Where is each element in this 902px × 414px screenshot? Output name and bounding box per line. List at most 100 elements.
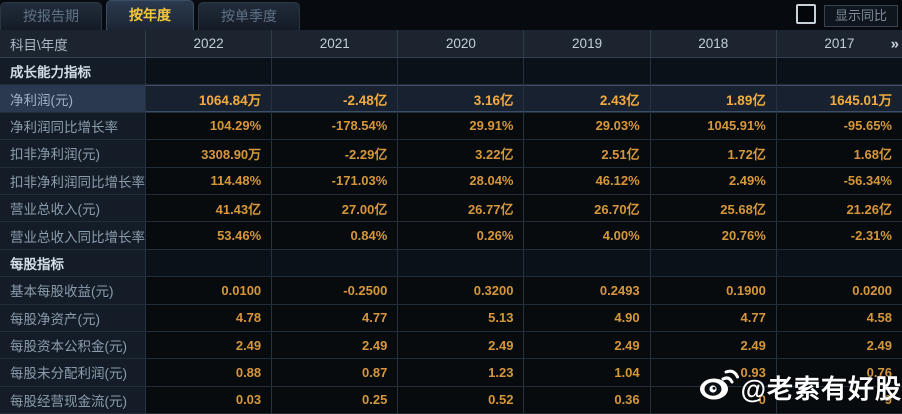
table-row: 净利润同比增长率 104.29% -178.54% 29.91% 29.03% 1045… bbox=[0, 112, 902, 141]
table-row: 每股经营现金流(元) 0.03 0.25 0.52 0.36 0 9 bbox=[0, 386, 902, 414]
tab-by-year[interactable]: 按年度 bbox=[106, 0, 194, 30]
table-cell: 2.49 bbox=[397, 331, 524, 359]
tab-bar: 按报告期 按年度 按单季度 显示同比 bbox=[0, 0, 902, 30]
table-cell: 4.90 bbox=[523, 304, 650, 331]
table-cell: -171.03% bbox=[271, 167, 398, 194]
financial-table: 科目\年度 2022 2021 2020 2019 2018 2017 » 成长… bbox=[0, 30, 902, 414]
table-cell: 1064.84万 bbox=[145, 85, 272, 112]
table-cell: 0.87 bbox=[271, 359, 398, 386]
table-row: 每股资本公积金(元) 2.49 2.49 2.49 2.49 2.49 2.49 bbox=[0, 331, 902, 360]
table-cell: 9 bbox=[775, 386, 902, 414]
column-header-2021[interactable]: 2021 bbox=[271, 30, 397, 57]
table-cell: 1.68亿 bbox=[775, 140, 902, 167]
row-label: 每股经营现金流(元) bbox=[0, 386, 145, 414]
row-label: 基本每股收益(元) bbox=[0, 277, 145, 304]
table-cell: 29.03% bbox=[523, 112, 650, 140]
table-cell: 0.0200 bbox=[775, 277, 902, 304]
table-cell: 0.25 bbox=[271, 386, 398, 414]
column-header-2022[interactable]: 2022 bbox=[145, 30, 271, 57]
table-cell bbox=[271, 58, 398, 85]
tab-by-single-quarter[interactable]: 按单季度 bbox=[198, 2, 300, 30]
table-cell: -2.31% bbox=[775, 222, 902, 249]
row-label: 净利润同比增长率 bbox=[0, 112, 145, 140]
table-row: 每股未分配利润(元) 0.88 0.87 1.23 1.04 0.93 0.76 bbox=[0, 359, 902, 387]
corner-label: 科目\年度 bbox=[10, 37, 68, 53]
table-cell: 2.51亿 bbox=[523, 140, 650, 167]
row-label: 每股指标 bbox=[0, 249, 145, 277]
table-cell: 2.49 bbox=[271, 331, 398, 359]
table-cell: 0.93 bbox=[649, 359, 776, 386]
table-cell: 0.2493 bbox=[523, 277, 650, 304]
row-label: 营业总收入(元) bbox=[0, 194, 145, 222]
table-cell: 2.49 bbox=[523, 331, 650, 359]
row-label: 每股资本公积金(元) bbox=[0, 331, 145, 359]
table-cell: 2.43亿 bbox=[523, 85, 650, 112]
table-cell: 0 bbox=[649, 386, 776, 414]
table-cell: 4.58 bbox=[775, 304, 902, 331]
table-cell: -95.65% bbox=[775, 112, 902, 140]
table-cell: 104.29% bbox=[145, 112, 272, 140]
table-cell: -2.29亿 bbox=[271, 140, 398, 167]
table-cell: 28.04% bbox=[397, 167, 524, 194]
table-cell bbox=[775, 58, 902, 85]
table-cell: 25.68亿 bbox=[649, 194, 776, 222]
table-cell: 20.76% bbox=[649, 222, 776, 249]
table-cell: 1.23 bbox=[397, 359, 524, 386]
table-cell bbox=[145, 249, 272, 277]
table-cell bbox=[649, 58, 776, 85]
table-cell: -56.34% bbox=[775, 167, 902, 194]
table-cell bbox=[523, 249, 650, 277]
table-cell: 0.26% bbox=[397, 222, 524, 249]
column-header-2018[interactable]: 2018 bbox=[649, 30, 776, 57]
table-cell: 46.12% bbox=[523, 167, 650, 194]
row-label: 营业总收入同比增长率 bbox=[0, 222, 145, 249]
table-cell: 1.72亿 bbox=[649, 140, 776, 167]
table-cell: 3.16亿 bbox=[397, 85, 524, 112]
table-row: 扣非净利润同比增长率 114.48% -171.03% 28.04% 46.12% 2.… bbox=[0, 167, 902, 195]
table-row: 成长能力指标 bbox=[0, 58, 902, 86]
table-cell: 41.43亿 bbox=[145, 194, 272, 222]
tab-by-report-period[interactable]: 按报告期 bbox=[0, 2, 102, 30]
table-cell bbox=[523, 58, 650, 85]
table-row: 扣非净利润(元) 3308.90万 -2.29亿 3.22亿 2.51亿 1.72亿 1.… bbox=[0, 140, 902, 168]
table-cell: 1.04 bbox=[523, 359, 650, 386]
row-label: 成长能力指标 bbox=[0, 58, 145, 85]
table-cell: 114.48% bbox=[145, 167, 272, 194]
table-cell: 0.52 bbox=[397, 386, 524, 414]
table-cell bbox=[397, 249, 524, 277]
show-yoy-checkbox[interactable] bbox=[795, 4, 816, 24]
table-cell: 0.3200 bbox=[397, 277, 524, 304]
table-cell: 0.03 bbox=[145, 386, 272, 414]
row-label: 每股未分配利润(元) bbox=[0, 359, 145, 386]
table-cell: 2.49 bbox=[649, 331, 776, 359]
row-label: 净利润(元) bbox=[0, 85, 145, 112]
column-header-2019[interactable]: 2019 bbox=[523, 30, 649, 57]
table-cell: 1045.91% bbox=[649, 112, 776, 140]
more-columns-icon[interactable]: » bbox=[890, 35, 899, 52]
table-cell: 5.13 bbox=[397, 304, 524, 331]
table-header-row: 科目\年度 2022 2021 2020 2019 2018 2017 » bbox=[0, 30, 902, 58]
table-cell: 26.77亿 bbox=[397, 194, 524, 222]
table-cell bbox=[775, 249, 902, 277]
table-row: 净利润(元) 1064.84万 -2.48亿 3.16亿 2.43亿 1.89亿 1645… bbox=[0, 85, 902, 113]
table-cell: 2.49% bbox=[649, 167, 776, 194]
table-cell: 0.84% bbox=[271, 222, 398, 249]
table-cell: 27.00亿 bbox=[271, 194, 398, 222]
table-cell: 4.77 bbox=[271, 304, 398, 331]
table-cell: 21.26亿 bbox=[775, 194, 902, 222]
column-header-2020[interactable]: 2020 bbox=[397, 30, 523, 57]
table-cell bbox=[649, 249, 776, 277]
row-label: 扣非净利润同比增长率 bbox=[0, 167, 145, 194]
row-label: 每股净资产(元) bbox=[0, 304, 145, 331]
table-row: 基本每股收益(元) 0.0100 -0.2500 0.3200 0.2493 0.190… bbox=[0, 277, 902, 305]
table-cell bbox=[397, 58, 524, 85]
table-cell: 1645.01万 bbox=[775, 85, 902, 112]
table-cell: 0.0100 bbox=[145, 277, 272, 304]
table-row: 每股净资产(元) 4.78 4.77 5.13 4.90 4.77 4.58 bbox=[0, 304, 902, 332]
table-cell: 0.76 bbox=[775, 359, 902, 386]
show-yoy-button[interactable]: 显示同比 bbox=[823, 5, 898, 27]
table-cell: 0.36 bbox=[523, 386, 650, 414]
table-cell: -2.48亿 bbox=[271, 85, 398, 112]
column-header-2017[interactable]: 2017 » bbox=[775, 30, 902, 57]
